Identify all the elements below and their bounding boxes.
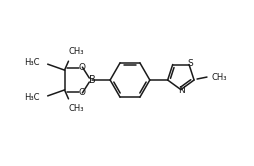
Text: N: N <box>178 86 184 95</box>
Text: H₃C: H₃C <box>24 58 40 67</box>
Text: S: S <box>186 59 192 68</box>
Text: CH₃: CH₃ <box>210 73 226 82</box>
Text: CH₃: CH₃ <box>68 104 84 113</box>
Text: O: O <box>78 63 86 72</box>
Text: O: O <box>78 88 86 97</box>
Text: B: B <box>89 75 95 85</box>
Text: H₃C: H₃C <box>24 93 40 102</box>
Text: CH₃: CH₃ <box>68 47 84 56</box>
